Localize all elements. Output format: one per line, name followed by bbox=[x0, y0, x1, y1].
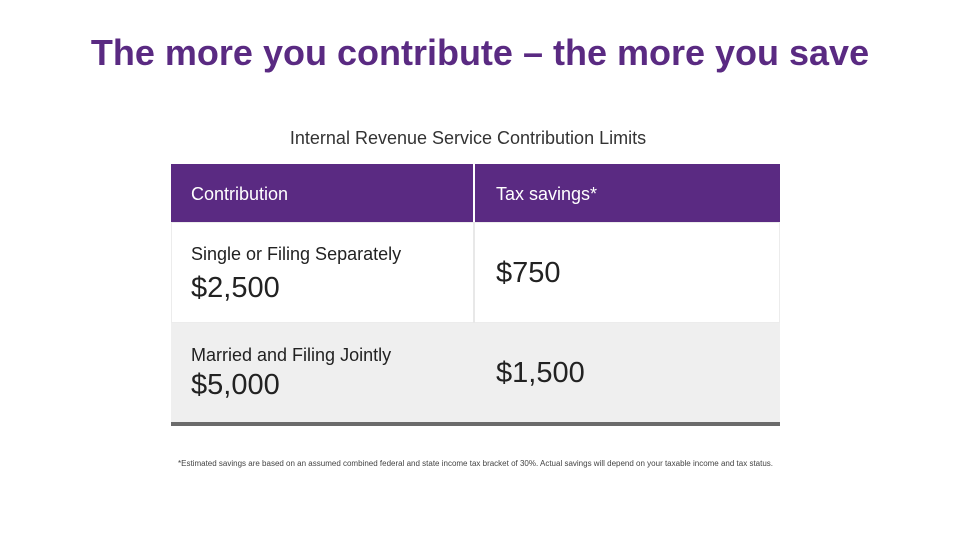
savings-cell: $750 bbox=[475, 222, 780, 323]
contribution-amount: $5,000 bbox=[191, 369, 280, 401]
table-header-row: Contribution Tax savings* bbox=[171, 164, 780, 222]
filing-status-label: Married and Filing Jointly bbox=[191, 345, 392, 365]
savings-cell: $1,500 bbox=[475, 323, 780, 422]
table-row: Single or Filing Separately $2,500 $750 bbox=[171, 222, 780, 323]
tax-savings-amount: $1,500 bbox=[496, 357, 585, 389]
table-row: Married and Filing Jointly $5,000 $1,500 bbox=[171, 323, 780, 422]
contribution-limits-table: Contribution Tax savings* Single or Fili… bbox=[171, 164, 780, 426]
header-cell-tax-savings: Tax savings* bbox=[475, 164, 780, 222]
table-caption: Internal Revenue Service Contribution Li… bbox=[289, 128, 647, 148]
filing-status-label: Single or Filing Separately bbox=[191, 244, 402, 264]
contribution-cell: Single or Filing Separately $2,500 bbox=[171, 222, 475, 323]
contribution-cell: Married and Filing Jointly $5,000 bbox=[171, 323, 475, 422]
page-title: The more you contribute – the more you s… bbox=[90, 32, 870, 73]
header-cell-contribution: Contribution bbox=[171, 164, 475, 222]
tax-savings-amount: $750 bbox=[496, 257, 561, 289]
footnote: *Estimated savings are based on an assum… bbox=[178, 459, 774, 468]
column-header: Tax savings* bbox=[496, 184, 598, 204]
contribution-amount: $2,500 bbox=[191, 272, 280, 304]
column-header: Contribution bbox=[191, 184, 289, 204]
